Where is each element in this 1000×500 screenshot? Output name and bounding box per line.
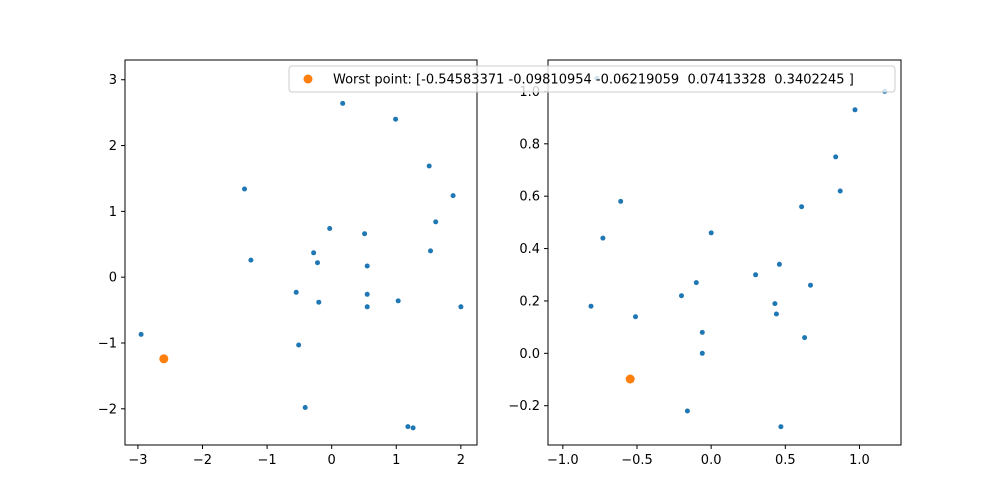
data-point [311,250,317,256]
x-tick-label: 1 [392,453,400,468]
x-tick-label: −0.5 [621,453,653,468]
data-point [242,186,247,192]
data-point [315,260,320,266]
data-point [708,230,714,236]
legend: Worst point: [-0.54583371 -0.09810954 -0… [288,65,896,93]
data-point [684,408,690,414]
data-point [808,282,813,288]
data-point [393,116,399,122]
data-point [293,289,299,295]
x-tick-label: 2 [457,453,465,468]
data-point [426,163,432,169]
data-point [316,299,322,305]
data-point [340,100,346,106]
y-tick-label: 3 [109,73,117,88]
data-point [302,405,308,410]
legend-worst-marker [303,74,313,84]
x-tick-label: 0.5 [775,453,796,468]
data-point [364,263,370,269]
data-point [699,329,705,335]
x-tick-label: −1 [258,453,277,468]
data-point [679,293,684,299]
data-point [778,424,784,430]
legend-frame [288,65,896,93]
data-point [410,425,416,431]
data-point [776,261,782,267]
y-tick-label: −2 [98,402,117,417]
data-point [600,235,606,241]
data-point [799,204,805,210]
legend-label: Worst point: [-0.54583371 -0.09810954 -0… [333,73,854,88]
data-point [693,280,699,286]
y-tick-label: 1 [109,205,117,220]
data-point [772,301,778,307]
data-point [773,311,779,317]
y-tick-label: 2 [109,139,117,154]
data-point [248,257,254,263]
data-point [364,291,370,297]
data-point [364,304,370,310]
data-point [852,107,858,113]
y-tick-label: 0.8 [519,137,540,152]
y-tick-label: 0.6 [519,190,540,205]
data-point [433,219,439,225]
x-tick-label: 0 [328,453,336,468]
x-tick-label: −2 [193,453,212,468]
data-point [327,226,333,231]
x-tick-label: −3 [128,453,147,468]
data-point [428,248,433,254]
data-point [296,342,302,348]
worst-point-marker [159,354,169,364]
worst-point-marker [625,374,635,384]
left-scatter-plot: −3 −2 −1 0 1 2 −2 −1 0 1 2 3 [98,59,478,468]
data-point [802,335,808,341]
y-tick-label: −0.2 [508,399,540,414]
y-tick-label: 0.4 [519,242,540,257]
data-point [618,198,624,204]
data-point [753,272,759,278]
y-tick-label: 0.2 [519,294,540,309]
y-tick-label: 0 [109,271,117,286]
y-tick-label: 0.0 [519,347,540,362]
data-point [138,331,144,337]
data-point [837,188,843,194]
data-point [362,231,368,237]
axes-frame [547,59,902,446]
y-tick-label: −1 [98,336,117,351]
data-point [450,193,456,199]
data-point [588,303,594,309]
data-point [833,154,839,160]
x-tick-label: −1.0 [547,453,579,468]
data-point [633,314,638,320]
data-point [395,298,401,304]
data-point [699,350,705,356]
data-point [458,304,464,310]
data-point [405,424,411,430]
x-tick-label: 0.0 [701,453,722,468]
x-tick-label: 1.0 [849,453,870,468]
axes-frame [124,59,478,446]
